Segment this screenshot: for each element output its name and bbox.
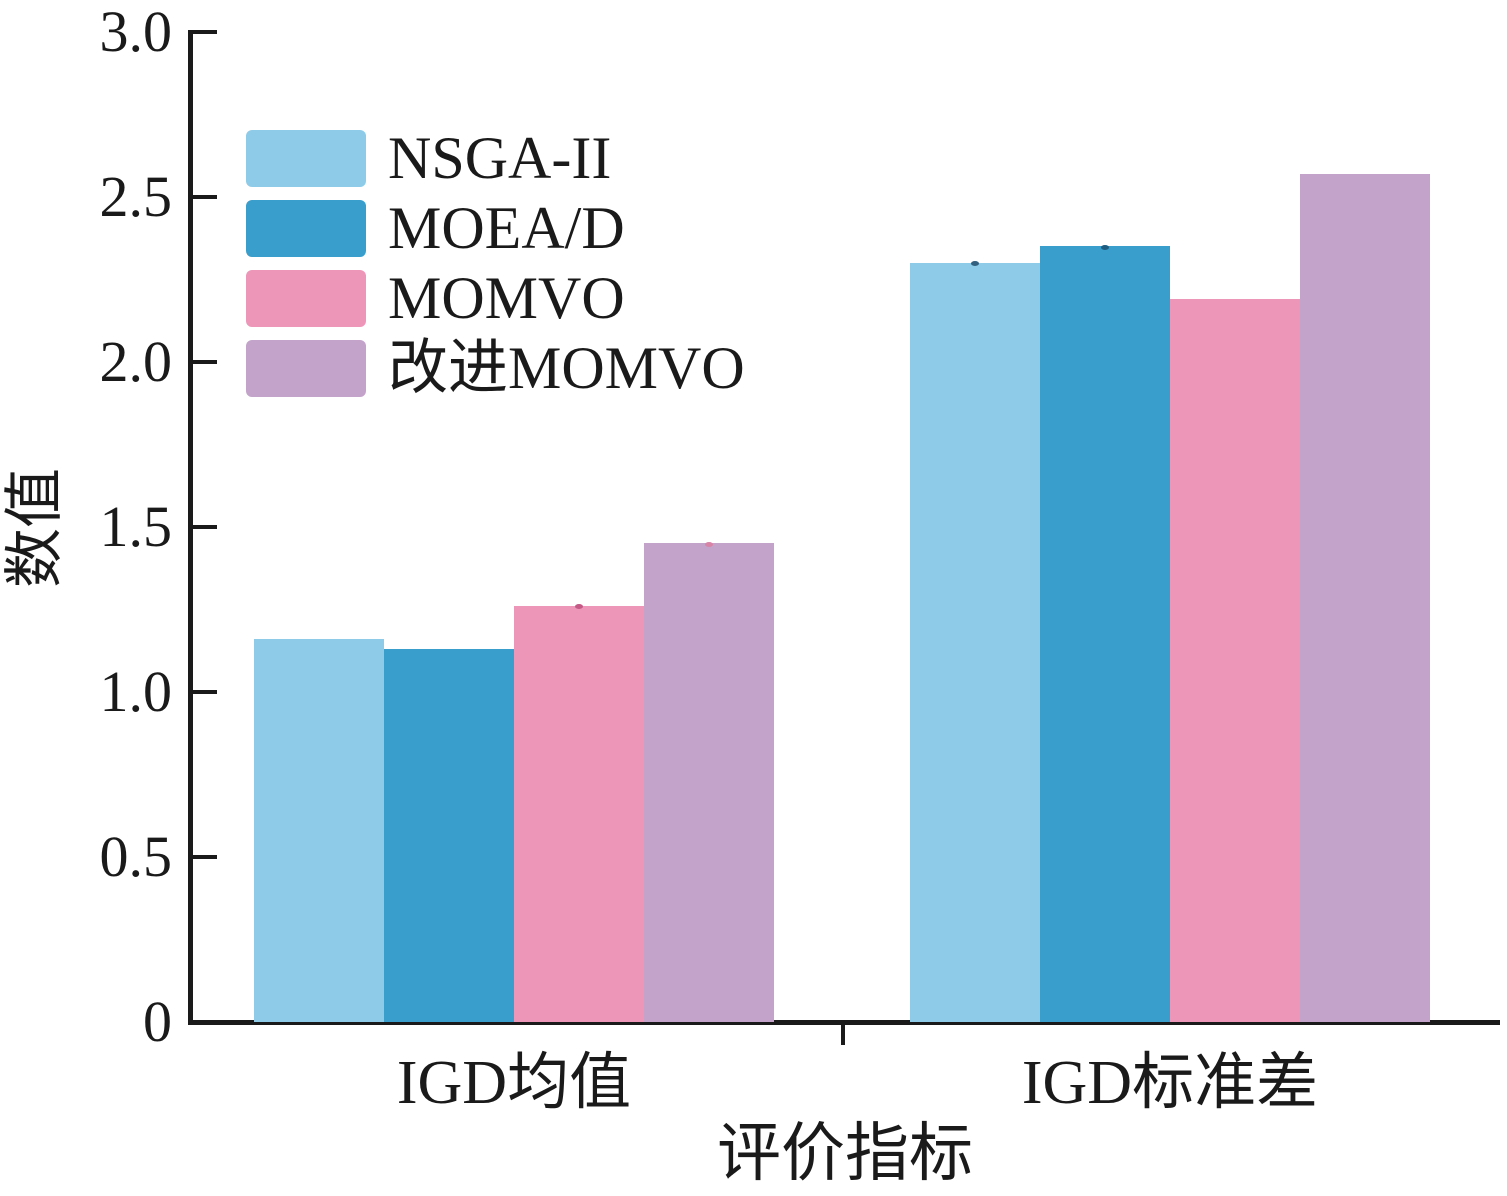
x-axis-spine xyxy=(188,1020,1500,1025)
bar-NSGA-II-IGD标准差 xyxy=(910,263,1040,1022)
x-category-label: IGD均值 xyxy=(396,1049,632,1117)
bar-改进MOMVO-IGD均值 xyxy=(644,543,774,1022)
y-tick xyxy=(193,195,217,199)
y-tick xyxy=(193,690,217,694)
y-tick-label: 2.5 xyxy=(99,164,173,229)
legend-label: 改进MOMVO xyxy=(388,335,745,401)
y-tick-label: 0 xyxy=(143,989,172,1054)
legend-label: NSGA-II xyxy=(388,125,612,191)
x-axis-title: 评价指标 xyxy=(717,1118,973,1189)
y-tick xyxy=(193,855,217,859)
y-tick-label: 0.5 xyxy=(99,824,173,889)
error-dot xyxy=(705,542,713,547)
y-axis-title: 数值 xyxy=(2,468,68,588)
y-tick xyxy=(193,30,217,34)
bar-改进MOMVO-IGD标准差 xyxy=(1300,174,1430,1022)
legend-label: MOEA/D xyxy=(388,195,625,261)
bar-MOEA/D-IGD标准差 xyxy=(1040,246,1170,1022)
legend-item-MOEA/D: MOEA/D xyxy=(246,193,745,263)
legend-swatch xyxy=(246,199,366,257)
y-tick-label: 1.5 xyxy=(99,494,173,559)
error-dot xyxy=(1101,245,1109,250)
legend-item-改进MOMVO: 改进MOMVO xyxy=(246,333,745,403)
bar-MOEA/D-IGD均值 xyxy=(384,649,514,1022)
y-tick xyxy=(193,525,217,529)
bar-MOMVO-IGD均值 xyxy=(514,606,644,1022)
error-dot xyxy=(971,261,979,266)
y-tick-label: 1.0 xyxy=(99,659,173,724)
y-axis-spine xyxy=(188,30,193,1024)
y-tick xyxy=(193,360,217,364)
legend-item-MOMVO: MOMVO xyxy=(246,263,745,333)
x-tick xyxy=(841,1025,845,1045)
y-tick-label: 3.0 xyxy=(99,0,173,64)
legend-item-NSGA-II: NSGA-II xyxy=(246,123,745,193)
error-dot xyxy=(575,604,583,609)
legend-swatch xyxy=(246,339,366,397)
legend-swatch xyxy=(246,129,366,187)
bar-MOMVO-IGD标准差 xyxy=(1170,299,1300,1022)
y-tick-label: 2.0 xyxy=(99,329,173,394)
legend-swatch xyxy=(246,269,366,327)
bar-NSGA-II-IGD均值 xyxy=(254,639,384,1022)
x-category-label: IGD标准差 xyxy=(1021,1049,1319,1117)
legend-label: MOMVO xyxy=(388,265,625,331)
legend: NSGA-II MOEA/D MOMVO 改进MOMVO xyxy=(246,123,745,403)
